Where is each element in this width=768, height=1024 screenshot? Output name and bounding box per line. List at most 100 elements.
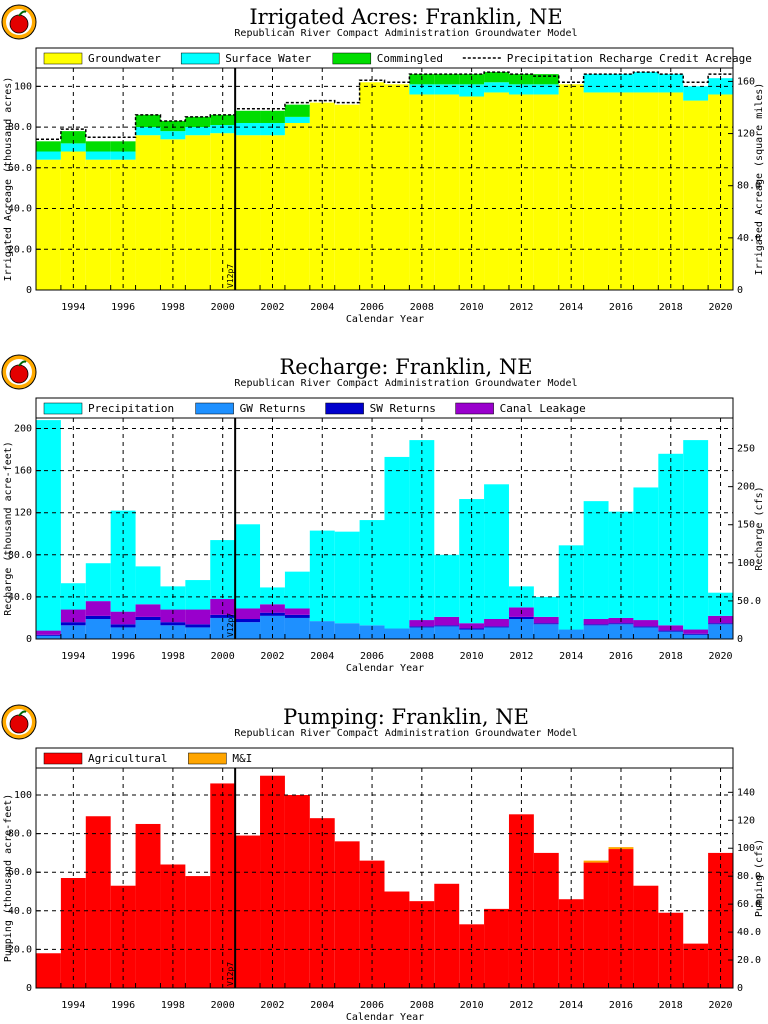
chart-subtitle: Republican River Compact Administration … [234,378,577,389]
bar-surface-water-2003 [284,116,310,123]
x-axis-label: Calendar Year [346,663,424,674]
bar-commingled-2009 [434,74,460,85]
bar-precipitation-2007 [384,456,410,629]
tick-label-y-left: 0 [26,285,32,296]
tick-label-x: 2002 [260,302,284,313]
bar-canal-leakage-1997 [135,604,161,617]
legend-label: M&I [232,752,252,765]
tick-label-y-right: 150 [737,520,755,531]
y-axis-label: Recharge (thousand acre-feet) [3,441,14,616]
chart-title: Recharge: Franklin, NE [279,355,532,379]
tick-label-y-right: 200 [737,482,755,493]
bar-agricultural-1999 [185,876,211,988]
bar-gw-returns-2016 [608,624,634,639]
bar-groundwater-2007 [384,84,410,290]
bar-canal-leakage-1993 [36,630,61,635]
tick-label-x: 2018 [659,651,683,662]
tick-label-x: 2004 [310,651,334,662]
bar-canal-leakage-2001 [235,608,261,620]
tick-label-y-right: 120 [737,815,755,826]
legend-label: Precipitation [88,402,174,415]
bar-sw-returns-2012 [508,616,534,620]
tick-label-x: 2000 [211,1000,235,1011]
bar-agricultural-1993 [36,953,61,988]
bar-sw-returns-1993 [36,634,61,636]
tick-label-x: 1996 [111,1000,135,1011]
legend-swatch [43,752,83,765]
tick-label-x: 2020 [709,1000,733,1011]
bar-precipitation-2005 [334,531,360,624]
tick-label-x: 2002 [260,1000,284,1011]
bar-groundwater-2014 [558,84,584,290]
bar-surface-water-2011 [484,82,509,93]
bar-agricultural-2009 [434,883,460,988]
legend-label: Commingled [377,52,443,65]
tick-label-x: 2010 [460,1000,484,1011]
tick-label-y-right: 40.0 [737,233,761,244]
bar-commingled-2001 [235,110,261,123]
bar-sw-returns-2001 [235,619,261,623]
bar-sw-returns-2013 [533,623,559,625]
bar-canal-leakage-2002 [260,604,285,613]
tick-label-y-right: 100 [737,558,755,569]
bar-surface-water-2017 [633,72,659,93]
apple-logo-icon [1,704,37,740]
bar-groundwater-2001 [235,135,261,290]
bar-groundwater-1997 [135,135,161,290]
bar-commingled-2003 [284,104,310,117]
bar-surface-water-2015 [583,74,609,93]
tick-label-y-left: 80.0 [8,550,32,561]
tick-label-x: 1994 [61,651,85,662]
model-version-label: V12p7 [226,613,235,637]
bar-gw-returns-2009 [434,626,460,639]
x-axis-label: Calendar Year [346,1012,424,1023]
tick-label-y-left: 60.0 [8,867,32,878]
bar-canal-leakage-1999 [185,609,211,625]
tick-label-x: 2012 [509,1000,533,1011]
legend-label: Surface Water [225,52,311,65]
bar-gw-returns-2020 [708,624,733,639]
tick-label-x: 1998 [161,302,185,313]
bar-gw-returns-2019 [683,634,709,639]
bar-gw-returns-2017 [633,627,659,639]
tick-label-x: 2012 [509,651,533,662]
bar-surface-water-2013 [533,84,559,95]
tick-label-x: 2010 [460,302,484,313]
bar-canal-leakage-2017 [633,620,659,627]
bar-canal-leakage-2013 [533,616,559,624]
bar-groundwater-1995 [85,159,111,290]
bar-surface-water-1993 [36,151,61,160]
tick-label-x: 1998 [161,1000,185,1011]
bar-groundwater-2019 [683,100,709,290]
bar-surface-water-2008 [409,84,435,95]
tick-label-y-left: 80.0 [8,122,32,133]
bar-gw-returns-2006 [359,625,385,639]
bar-precipitation-2001 [235,524,261,609]
logo-leaf [18,10,27,17]
tick-label-y-left: 80.0 [8,829,32,840]
tick-label-x: 2014 [559,302,583,313]
x-axis-label: Calendar Year [346,314,424,325]
bar-sw-returns-2019 [683,633,709,635]
bar-gw-returns-1998 [160,625,186,639]
bar-surface-water-2019 [683,86,709,101]
tick-label-x: 2012 [509,302,533,313]
bar-precipitation-2017 [633,487,659,621]
bar-commingled-1999 [185,116,211,128]
bar-precipitation-1993 [36,420,61,631]
bar-canal-leakage-2003 [284,608,310,615]
bar-canal-leakage-2009 [434,616,460,626]
tick-label-y-left: 20.0 [8,944,32,955]
legend-swatch [43,402,83,415]
bar-gw-returns-2008 [409,627,435,639]
y-axis-label: Pumping (thousand acre-feet) [3,794,14,963]
tick-label-y-left: 20.0 [8,244,32,255]
bar-sw-returns-1999 [185,624,211,628]
bar-agricultural-1997 [135,823,161,988]
tick-label-y-left: 120 [14,508,32,519]
bar-canal-leakage-2019 [683,629,709,634]
tick-label-y-left: 100 [14,790,32,801]
bar-sw-returns-2016 [608,623,634,625]
bar-sw-returns-2002 [260,612,285,616]
bar-sw-returns-1997 [135,616,161,621]
